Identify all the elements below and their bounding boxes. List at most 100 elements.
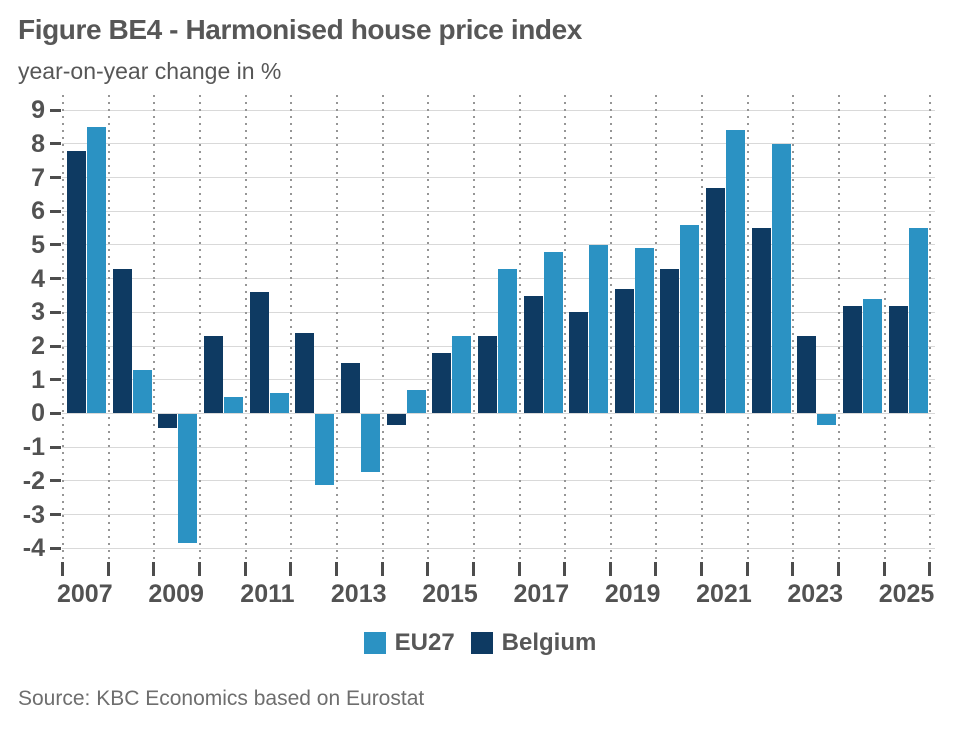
bar-eu27-2021 xyxy=(726,130,746,414)
x-axis-tick xyxy=(928,562,932,576)
bar-eu27-2024 xyxy=(863,298,883,414)
y-axis-tick xyxy=(50,310,61,314)
bar-eu27-2016 xyxy=(497,268,517,414)
y-tick-label: 3 xyxy=(31,298,45,327)
gridline-horizontal xyxy=(62,514,935,516)
gridline-vertical xyxy=(929,95,932,560)
x-axis-tick xyxy=(700,562,704,576)
bar-belgium-2019 xyxy=(614,288,634,414)
x-axis-tick xyxy=(882,562,886,576)
y-tick-label: 8 xyxy=(31,129,45,158)
gridline-horizontal xyxy=(62,480,935,482)
y-axis-tick xyxy=(50,176,61,180)
x-axis-tick xyxy=(243,562,247,576)
chart-title: Figure BE4 - Harmonised house price inde… xyxy=(18,14,582,45)
gridline-vertical xyxy=(701,95,704,560)
bar-eu27-2017 xyxy=(543,251,563,414)
x-axis-tick xyxy=(654,562,658,576)
gridline-vertical xyxy=(655,95,658,560)
x-axis-tick xyxy=(197,562,201,576)
bar-belgium-2009 xyxy=(158,414,178,428)
bar-belgium-2015 xyxy=(432,352,452,414)
gridline-vertical xyxy=(564,95,567,560)
gridline-vertical xyxy=(107,95,110,560)
x-axis-tick xyxy=(471,562,475,576)
gridline-vertical xyxy=(838,95,841,560)
y-axis-tick xyxy=(50,546,61,550)
gridline-vertical xyxy=(381,95,384,560)
x-tick-label: 2017 xyxy=(513,580,570,608)
x-tick-label: 2013 xyxy=(330,580,387,608)
y-tick-label: -1 xyxy=(22,433,45,462)
x-axis-tick xyxy=(380,562,384,576)
bar-belgium-2025 xyxy=(888,305,908,414)
bar-eu27-2023 xyxy=(817,414,837,425)
bar-belgium-2013 xyxy=(340,362,360,414)
bar-belgium-2014 xyxy=(386,414,406,425)
gridline-horizontal xyxy=(62,244,935,246)
bar-eu27-2022 xyxy=(771,143,791,414)
bar-eu27-2018 xyxy=(589,244,609,414)
x-tick-label: 2015 xyxy=(422,580,478,608)
y-tick-label: 0 xyxy=(31,399,45,428)
gridline-horizontal xyxy=(62,177,935,179)
gridline-vertical xyxy=(62,95,64,560)
gridline-horizontal xyxy=(62,109,935,111)
x-axis-tick xyxy=(608,562,612,576)
y-tick-label: -2 xyxy=(22,466,45,495)
y-axis-tick xyxy=(50,209,61,213)
source-note: Source: KBC Economics based on Eurostat xyxy=(18,687,425,710)
bar-eu27-2014 xyxy=(406,389,426,414)
bar-belgium-2011 xyxy=(249,292,269,414)
y-tick-label: 7 xyxy=(31,163,45,192)
gridline-vertical xyxy=(290,95,293,560)
bar-belgium-2020 xyxy=(660,268,680,414)
gridline-vertical xyxy=(335,95,338,560)
y-axis-tick xyxy=(50,243,61,247)
legend-label-belgium: Belgium xyxy=(501,629,597,656)
y-axis-tick xyxy=(50,142,61,146)
x-axis-tick xyxy=(106,562,110,576)
x-axis-tick xyxy=(61,562,64,576)
gridline-vertical xyxy=(472,95,475,560)
x-tick-label: 2009 xyxy=(148,580,204,608)
bar-belgium-2023 xyxy=(797,335,817,414)
x-axis-tick xyxy=(334,562,338,576)
gridline-vertical xyxy=(244,95,247,560)
bar-belgium-2024 xyxy=(843,305,863,414)
gridline-horizontal xyxy=(62,143,935,145)
plot-area xyxy=(62,95,935,560)
y-axis-tick xyxy=(50,445,61,449)
bar-belgium-2022 xyxy=(751,228,771,414)
x-axis-tick xyxy=(152,562,156,576)
y-tick-label: -3 xyxy=(22,500,45,529)
chart-subtitle: year-on-year change in % xyxy=(18,58,282,84)
bar-belgium-2018 xyxy=(569,312,589,414)
y-tick-label: 1 xyxy=(31,365,45,394)
bar-belgium-2021 xyxy=(706,187,726,414)
bar-eu27-2019 xyxy=(634,248,654,414)
bar-belgium-2016 xyxy=(477,335,497,414)
bar-eu27-2015 xyxy=(452,335,472,414)
y-tick-label: 4 xyxy=(31,264,45,293)
bar-eu27-2025 xyxy=(908,228,928,414)
bar-eu27-2010 xyxy=(223,396,243,414)
bar-eu27-2012 xyxy=(315,414,335,486)
gridline-horizontal xyxy=(62,446,935,448)
bar-eu27-2011 xyxy=(269,393,289,414)
y-tick-label: 5 xyxy=(31,230,45,259)
y-axis-tick xyxy=(50,277,61,281)
x-axis-tick xyxy=(563,562,567,576)
chart-legend: EU27 Belgium xyxy=(0,629,960,657)
y-axis-tick xyxy=(50,108,61,112)
bar-eu27-2008 xyxy=(132,369,152,414)
gridline-vertical xyxy=(792,95,795,560)
legend-swatch-belgium xyxy=(470,632,493,654)
bar-eu27-2020 xyxy=(680,224,700,414)
gridline-vertical xyxy=(609,95,612,560)
y-axis-tick xyxy=(50,344,61,348)
x-tick-label: 2021 xyxy=(696,580,752,608)
bar-belgium-2012 xyxy=(295,332,315,414)
bar-eu27-2013 xyxy=(360,414,380,472)
